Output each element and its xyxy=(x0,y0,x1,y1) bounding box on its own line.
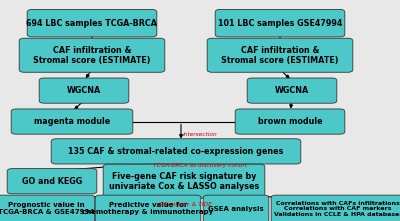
Text: 135 CAF & stromal-related co-expression genes: 135 CAF & stromal-related co-expression … xyxy=(68,147,284,156)
FancyBboxPatch shape xyxy=(7,169,97,194)
FancyBboxPatch shape xyxy=(11,109,133,134)
Text: 101 LBC samples GSE47994: 101 LBC samples GSE47994 xyxy=(218,19,342,28)
Text: pRRophetic & TIDE: pRRophetic & TIDE xyxy=(156,202,212,207)
Text: CAF infiltration &
Stromal score (ESTIMATE): CAF infiltration & Stromal score (ESTIMA… xyxy=(33,46,151,65)
FancyBboxPatch shape xyxy=(207,38,353,72)
FancyBboxPatch shape xyxy=(103,164,265,198)
Text: 694 LBC samples TCGA-BRCA: 694 LBC samples TCGA-BRCA xyxy=(26,19,158,28)
FancyBboxPatch shape xyxy=(27,10,157,37)
Text: Predictive value for
chemotherapy & immunotherapy: Predictive value for chemotherapy & immu… xyxy=(82,202,214,215)
Text: TCGA-BRCA as discovery cohort: TCGA-BRCA as discovery cohort xyxy=(153,162,247,168)
Text: CAF infiltration &
Stromal score (ESTIMATE): CAF infiltration & Stromal score (ESTIMA… xyxy=(221,46,339,65)
FancyBboxPatch shape xyxy=(203,195,269,221)
Text: Correlations with CAFs infiltrations
Correlations with CAF markers
Validations i: Correlations with CAFs infiltrations Cor… xyxy=(274,200,400,217)
FancyBboxPatch shape xyxy=(51,139,301,164)
Text: Five-gene CAF risk signature by
univariate Cox & LASSO analyses: Five-gene CAF risk signature by univaria… xyxy=(109,171,259,191)
FancyBboxPatch shape xyxy=(19,38,165,72)
FancyBboxPatch shape xyxy=(215,10,345,37)
Text: intersection: intersection xyxy=(183,132,217,137)
FancyBboxPatch shape xyxy=(95,195,201,221)
FancyBboxPatch shape xyxy=(271,195,400,221)
Text: WGCNA: WGCNA xyxy=(275,86,309,95)
Text: brown module: brown module xyxy=(258,117,322,126)
Text: Prognostic value in
TCGA-BRCA & GSE47994: Prognostic value in TCGA-BRCA & GSE47994 xyxy=(0,202,94,215)
FancyBboxPatch shape xyxy=(0,195,95,221)
FancyBboxPatch shape xyxy=(247,78,337,103)
Text: GSEA analysis: GSEA analysis xyxy=(208,206,264,212)
Text: GO and KEGG: GO and KEGG xyxy=(22,177,82,186)
Text: magenta module: magenta module xyxy=(34,117,110,126)
FancyBboxPatch shape xyxy=(39,78,129,103)
Text: WGCNA: WGCNA xyxy=(67,86,101,95)
FancyBboxPatch shape xyxy=(235,109,345,134)
